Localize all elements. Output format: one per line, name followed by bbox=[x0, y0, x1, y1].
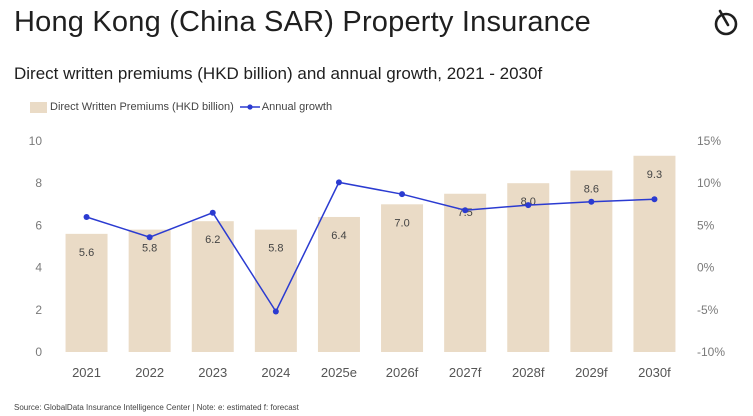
y-left-tick-label: 10 bbox=[29, 134, 43, 148]
y-left-tick-label: 6 bbox=[35, 218, 42, 232]
x-tick-label: 2025e bbox=[321, 365, 357, 380]
growth-point bbox=[272, 308, 279, 315]
x-tick-label: 2023 bbox=[198, 365, 227, 380]
bar-value-label: 5.8 bbox=[142, 243, 157, 255]
bar-value-label: 5.8 bbox=[268, 243, 283, 255]
y-right-tick-label: -10% bbox=[697, 345, 725, 359]
growth-point bbox=[462, 207, 469, 214]
growth-point bbox=[651, 196, 658, 203]
x-tick-label: 2026f bbox=[386, 365, 419, 380]
bar-value-label: 8.6 bbox=[584, 184, 599, 196]
globaldata-logo-icon bbox=[714, 9, 738, 36]
growth-point bbox=[525, 202, 532, 209]
growth-line bbox=[86, 181, 655, 314]
growth-point bbox=[588, 198, 595, 205]
x-tick-label: 2022 bbox=[135, 365, 164, 380]
source-note: Source: GlobalData Insurance Intelligenc… bbox=[14, 403, 299, 412]
x-axis: 2021 2022 2023 2024 2025e 2026f 2027f 2028f 2029… bbox=[72, 365, 671, 380]
bar bbox=[570, 170, 613, 352]
bar bbox=[444, 193, 487, 352]
x-tick-label: 2024 bbox=[261, 365, 290, 380]
y-right-tick-label: -5% bbox=[697, 303, 719, 317]
chart-subtitle: Direct written premiums (HKD billion) an… bbox=[14, 64, 543, 83]
bar-value-label: 6.2 bbox=[205, 234, 220, 246]
bar bbox=[65, 233, 108, 352]
x-tick-label: 2030f bbox=[638, 365, 671, 380]
bar bbox=[191, 221, 234, 352]
y-right-tick-label: 10% bbox=[697, 176, 721, 190]
legend-label-premiums: Direct Written Premiums (HKD billion) bbox=[50, 101, 234, 113]
chart-legend: Direct Written Premiums (HKD billion) An… bbox=[30, 101, 332, 113]
left-axis: 0 2 4 6 8 10 bbox=[29, 134, 43, 359]
y-left-tick-label: 4 bbox=[35, 261, 42, 275]
y-left-tick-label: 2 bbox=[35, 303, 42, 317]
y-left-tick-label: 0 bbox=[35, 345, 42, 359]
bar-value-label: 7.0 bbox=[394, 217, 409, 229]
bar bbox=[381, 204, 424, 352]
growth-point bbox=[146, 234, 153, 241]
bar-value-label: 9.3 bbox=[647, 169, 662, 181]
bar bbox=[128, 229, 171, 352]
growth-line-series bbox=[83, 179, 658, 315]
bar-value-label: 5.6 bbox=[79, 247, 94, 259]
bar bbox=[317, 216, 360, 352]
page-title: Hong Kong (China SAR) Property Insurance bbox=[14, 6, 592, 38]
y-right-tick-label: 15% bbox=[697, 134, 721, 148]
x-tick-label: 2027f bbox=[449, 365, 482, 380]
legend-bar-swatch bbox=[30, 101, 47, 113]
bar-value-label: 6.4 bbox=[331, 230, 346, 242]
legend-label-growth: Annual growth bbox=[261, 101, 333, 113]
legend-line-swatch bbox=[239, 104, 260, 110]
x-tick-label: 2028f bbox=[512, 365, 545, 380]
growth-point bbox=[399, 191, 406, 198]
bar bbox=[633, 155, 676, 352]
y-left-tick-label: 8 bbox=[35, 176, 42, 190]
x-tick-label: 2021 bbox=[72, 365, 101, 380]
x-tick-label: 2029f bbox=[575, 365, 608, 380]
bar bbox=[507, 183, 550, 352]
y-right-tick-label: 5% bbox=[697, 218, 715, 232]
growth-point bbox=[83, 213, 90, 220]
right-axis: -10% -5% 0% 5% 10% 15% bbox=[697, 134, 725, 359]
growth-point bbox=[209, 209, 216, 216]
growth-point bbox=[335, 179, 342, 186]
y-right-tick-label: 0% bbox=[697, 261, 715, 275]
